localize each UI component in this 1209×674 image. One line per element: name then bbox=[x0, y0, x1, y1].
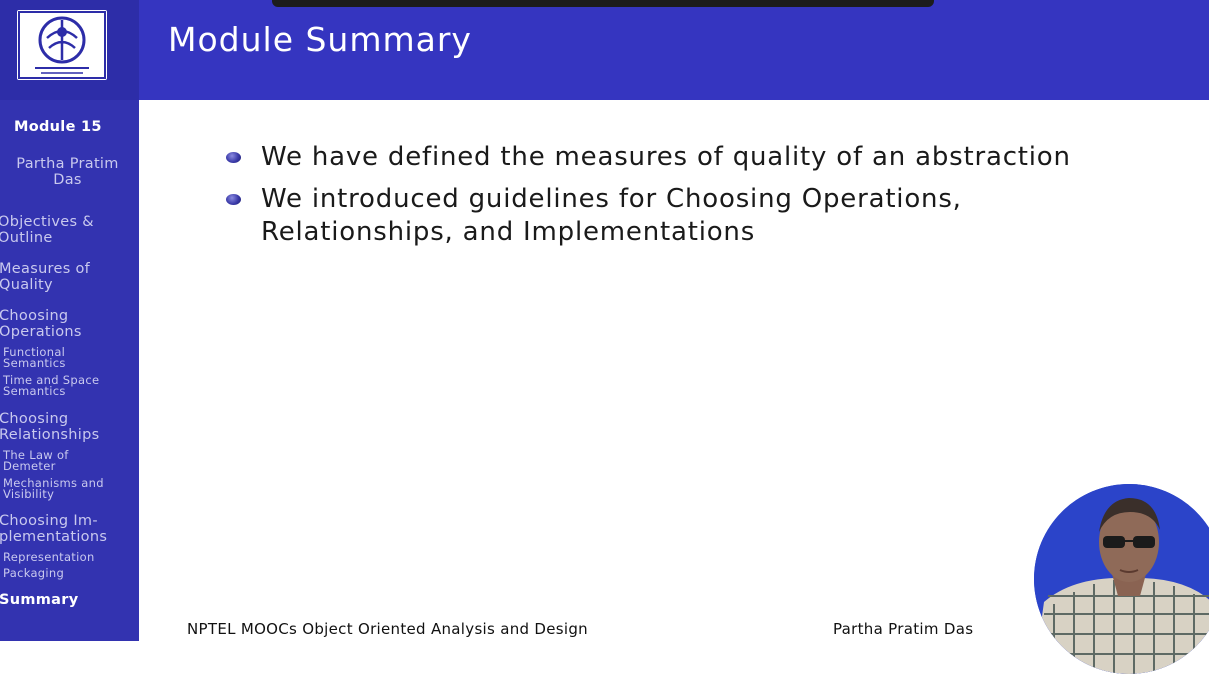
sidebar-item-label: Operations bbox=[0, 324, 82, 340]
sidebar-item-mechanisms-visibility[interactable]: Mechanisms and Visibility bbox=[3, 476, 104, 501]
sidebar-item-summary[interactable]: Summary bbox=[0, 592, 78, 608]
sidebar-item-label: Functional bbox=[3, 345, 66, 359]
sidebar-item-packaging[interactable]: Packaging bbox=[3, 566, 65, 580]
bullet-text: Relationships, and Implementations bbox=[261, 217, 756, 247]
bullet-list: We have defined the measures of quality … bbox=[225, 141, 1185, 258]
sidebar-item-label: Choosing bbox=[0, 308, 69, 324]
sidebar-item-time-space-semantics[interactable]: Time and Space Semantics bbox=[3, 373, 100, 398]
sidebar-item-choosing-operations[interactable]: Choosing Operations bbox=[0, 308, 82, 340]
sidebar-author[interactable]: Partha Pratim Das bbox=[0, 156, 137, 188]
sidebar-module[interactable]: Module 15 bbox=[14, 119, 102, 135]
sidebar-item-law-of-demeter[interactable]: The Law of Demeter bbox=[3, 448, 69, 473]
logo-area bbox=[0, 0, 139, 100]
sidebar-item-label: Visibility bbox=[3, 487, 55, 501]
sidebar-item-label: Summary bbox=[0, 592, 79, 608]
sidebar-author-line: Partha Pratim bbox=[16, 156, 119, 172]
sidebar-item-label: The Law of bbox=[3, 448, 69, 462]
sidebar-item-label: Objectives & bbox=[0, 214, 94, 230]
sidebar-item-label: plementations bbox=[0, 529, 108, 545]
sidebar: Module 15 Partha Pratim Das Objectives &… bbox=[0, 0, 139, 641]
bullet-icon bbox=[226, 152, 241, 163]
sidebar-item-label: Representation bbox=[3, 550, 95, 564]
top-toolbar-strip bbox=[272, 0, 934, 7]
sidebar-item-label: Choosing Im- bbox=[0, 513, 98, 529]
sidebar-item-label: Outline bbox=[0, 230, 53, 246]
sidebar-item-label: Choosing bbox=[0, 411, 69, 427]
bullet-text: We have defined the measures of quality … bbox=[261, 142, 1071, 172]
bullet-icon bbox=[226, 194, 241, 205]
sidebar-item-label: Packaging bbox=[3, 566, 65, 580]
sidebar-item-label: Time and Space bbox=[3, 373, 100, 387]
slide-header bbox=[139, 0, 1209, 100]
sidebar-item-measures[interactable]: Measures of Quality bbox=[0, 261, 90, 293]
list-item: We have defined the measures of quality … bbox=[225, 141, 1185, 174]
sidebar-item-choosing-implementations[interactable]: Choosing Im- plementations bbox=[0, 513, 107, 545]
sidebar-item-label: Semantics bbox=[3, 356, 66, 370]
sidebar-item-label: Relationships bbox=[0, 427, 100, 443]
sidebar-item-label: Demeter bbox=[3, 459, 56, 473]
sidebar-item-representation[interactable]: Representation bbox=[3, 550, 95, 564]
sidebar-item-functional-semantics[interactable]: Functional Semantics bbox=[3, 345, 66, 370]
page-title: Module Summary bbox=[168, 20, 472, 59]
sidebar-item-label: Quality bbox=[0, 277, 53, 293]
list-item: We introduced guidelines for Choosing Op… bbox=[225, 183, 1185, 249]
bullet-text: We introduced guidelines for Choosing Op… bbox=[261, 184, 962, 214]
sidebar-item-label: Semantics bbox=[3, 384, 66, 398]
sidebar-item-label: Measures of bbox=[0, 261, 91, 277]
sidebar-item-label: Mechanisms and bbox=[3, 476, 104, 490]
institute-logo-icon bbox=[17, 10, 107, 80]
sidebar-item-objectives[interactable]: Objectives & Outline bbox=[0, 214, 94, 246]
presenter-video bbox=[1034, 484, 1209, 674]
sidebar-item-choosing-relationships[interactable]: Choosing Relationships bbox=[0, 411, 99, 443]
sidebar-author-line: Das bbox=[53, 172, 82, 188]
footer-author: Partha Pratim Das bbox=[833, 620, 974, 638]
footer-course: NPTEL MOOCs Object Oriented Analysis and… bbox=[187, 620, 588, 638]
